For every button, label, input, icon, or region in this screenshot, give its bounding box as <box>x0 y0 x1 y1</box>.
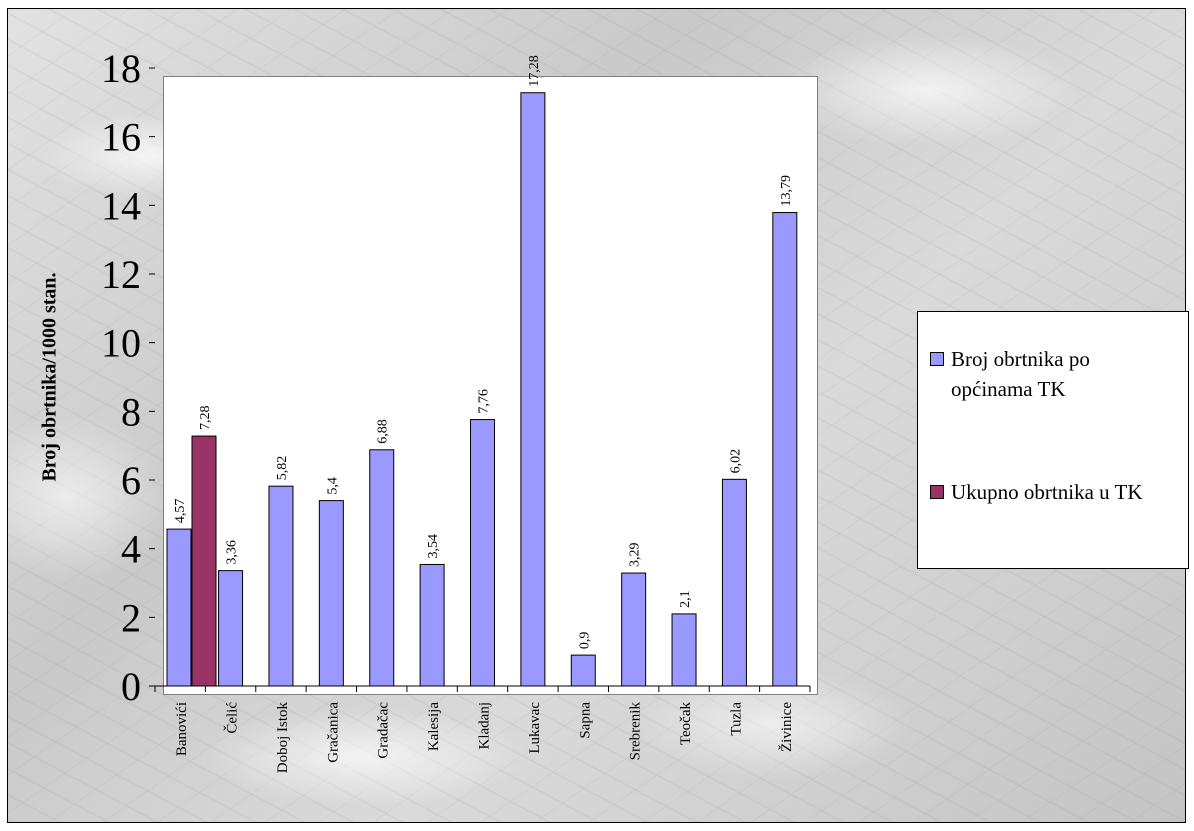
bar <box>570 654 596 687</box>
x-tick-label: Gračanica <box>325 702 341 763</box>
x-tick-label: Lukavac <box>527 702 543 754</box>
bar-total-data-label: 7,28 <box>198 406 213 431</box>
legend-label-total: Ukupno obrtnika u TK <box>951 480 1143 504</box>
data-labels: 4,57 7,28 3,36 5,82 5,4 6,88 3,54 7,76 17,28 0,9 3… <box>173 55 794 649</box>
x-tick-label: Tuzla <box>728 702 744 736</box>
y-axis-label-text: Broj obrtnika/1000 stan. <box>38 272 61 482</box>
legend: Broj obrtnika po općinama TK Ukupno obrt… <box>917 311 1189 569</box>
bar <box>419 563 445 687</box>
bar <box>318 500 344 687</box>
y-tick-label: 0 <box>121 664 141 709</box>
bar-data-label: 0,9 <box>577 632 592 650</box>
bar-data-label: 2,1 <box>678 590 693 608</box>
legend-label-municipalities: Broj obrtnika po općinama TK <box>951 347 1090 401</box>
bar <box>772 212 798 687</box>
x-tick-label: Doboj Istok <box>275 702 291 774</box>
y-tick-label: 2 <box>121 595 141 640</box>
bar <box>268 485 294 687</box>
x-tick-label: Živinice <box>778 702 795 752</box>
x-tick-label: Čelić <box>224 702 241 734</box>
bar <box>218 570 244 687</box>
bar-data-label: 5,82 <box>275 456 290 481</box>
bar-data-label: 17,28 <box>527 55 542 87</box>
bar-data-label: 5,4 <box>325 477 340 495</box>
legend-swatch-total <box>930 485 944 499</box>
y-tick-label: 4 <box>121 527 141 572</box>
x-tick-label: Kalesija <box>426 702 442 751</box>
legend-swatch-municipalities <box>930 352 944 366</box>
tick-labels: 0 2 4 6 8 10 12 14 16 18 Banovići Čelić Doboj Istok G… <box>101 46 795 773</box>
bar-data-label: 4,57 <box>173 499 188 524</box>
bar-data-label: 6,02 <box>728 449 743 474</box>
x-tick-label: Kladanj <box>477 702 493 749</box>
bar-data-label: 3,29 <box>628 543 643 568</box>
bar <box>621 572 647 687</box>
legend-item-total: Ukupno obrtnika u TK <box>930 477 1166 507</box>
x-tick-label: Teočak <box>678 702 694 746</box>
bars <box>166 92 798 687</box>
x-tick-label: Srebrenik <box>628 702 644 761</box>
bar-data-label: 7,76 <box>477 389 492 414</box>
bar <box>520 92 546 687</box>
bar-total <box>191 435 217 687</box>
bar <box>369 449 395 687</box>
y-tick-label: 6 <box>121 458 141 503</box>
bar <box>721 478 747 687</box>
y-tick-label: 18 <box>101 46 141 91</box>
y-tick-label: 16 <box>101 115 141 160</box>
y-tick-label: 14 <box>101 183 141 228</box>
y-tick-label: 12 <box>101 252 141 297</box>
bar <box>166 528 192 687</box>
bar-data-label: 3,54 <box>426 534 441 559</box>
y-tick-label: 10 <box>101 321 141 366</box>
bar <box>671 613 697 687</box>
x-tick-label: Banovići <box>174 702 190 756</box>
bar-data-label: 6,88 <box>376 419 391 444</box>
x-tick-label: Gradačac <box>376 702 392 759</box>
bar-data-label: 3,36 <box>225 540 240 565</box>
y-tick-label: 8 <box>121 389 141 434</box>
x-tick-label: Sapna <box>577 702 593 739</box>
legend-item-municipalities: Broj obrtnika po općinama TK <box>930 344 1166 404</box>
bar <box>470 419 495 687</box>
bar-data-label: 13,79 <box>779 175 794 207</box>
